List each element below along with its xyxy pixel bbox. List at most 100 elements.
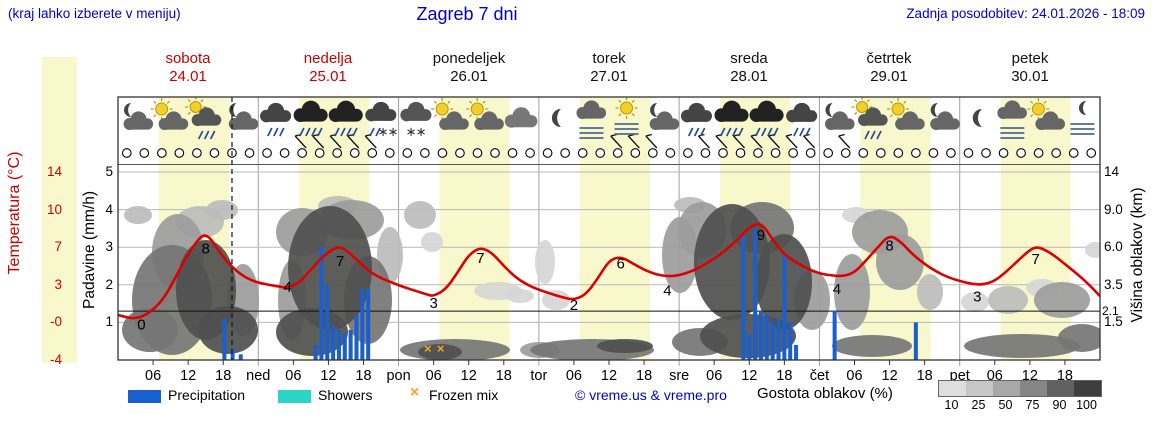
- density-scale-tick: 100: [1076, 398, 1097, 412]
- day-name: petek: [1011, 50, 1049, 67]
- axis-tick-label: 6.0: [1104, 239, 1123, 255]
- axis-tick-label: 4: [105, 201, 113, 217]
- moon-cloud-icon: [824, 103, 855, 130]
- day-abbrev-label: pon: [386, 368, 410, 384]
- day-date: 29.01: [870, 68, 908, 85]
- sun-cloud-icon: [150, 98, 189, 130]
- axis-tick-label: 2.1: [1102, 304, 1119, 319]
- day-name: ponedeljek: [432, 50, 506, 67]
- svg-text:8: 8: [202, 241, 210, 258]
- axis-tick-label: 14: [46, 164, 62, 179]
- moon-icon: [551, 109, 561, 127]
- axis-tick-label: 5: [105, 164, 113, 179]
- day-name: četrtek: [866, 50, 912, 67]
- svg-text:∗: ∗: [388, 125, 399, 140]
- time-tick-label: 18: [776, 368, 792, 384]
- svg-text:4: 4: [283, 279, 291, 296]
- svg-text:4: 4: [833, 281, 841, 298]
- day-name: torek: [592, 50, 626, 67]
- day-date: 30.01: [1011, 68, 1049, 85]
- precipitation-bars: [222, 228, 918, 360]
- time-tick-label: 12: [741, 368, 757, 384]
- density-scale-cell: [993, 381, 1020, 396]
- density-scale-tick: 90: [1052, 398, 1067, 412]
- axis-tick-label: 14: [1104, 164, 1120, 179]
- moon-fog-icon: [1070, 101, 1095, 135]
- temp-axis-strip: [42, 57, 77, 363]
- time-tick-label: 06: [426, 368, 442, 384]
- day-date: 25.01: [309, 68, 347, 85]
- cloud-snow-icon: ∗ ∗: [400, 101, 432, 140]
- axis-tick-label: -0: [49, 314, 62, 330]
- time-tick-label: 18: [215, 368, 231, 384]
- svg-text:∗: ∗: [416, 125, 427, 140]
- cloud-icon: [504, 107, 538, 128]
- svg-text:3: 3: [973, 288, 981, 305]
- heavy-rain-icon: [293, 100, 328, 137]
- heavy-rain-icon: [749, 100, 784, 137]
- frozen-mix-markers: × ×: [424, 341, 445, 356]
- heavy-rain-icon: [328, 100, 363, 137]
- svg-text:∗: ∗: [378, 125, 389, 140]
- day-date: 27.01: [590, 68, 628, 85]
- copyright: © vreme.us & vreme.pro: [575, 387, 727, 403]
- temperature-labels: 0 8 4 7 3 7 2 6 4 9 4 8 3 7: [137, 227, 1040, 333]
- svg-text:6: 6: [617, 256, 625, 273]
- axis-tick-label: 3: [54, 276, 62, 292]
- moon-cloud-icon: [123, 103, 154, 130]
- cloud-density-scale: [938, 380, 1102, 397]
- time-tick-label: 18: [355, 368, 371, 384]
- heavy-rain-icon: [714, 100, 749, 137]
- axis-tick-label: 2: [105, 276, 113, 292]
- axis-tick-label: -4: [49, 352, 62, 367]
- last-update: Zadnja posodobitev: 24.01.2026 - 18:09: [906, 6, 1145, 21]
- precipitation-legend-label: Precipitation: [168, 387, 246, 403]
- axis-tick-label: 3.5: [1104, 276, 1123, 292]
- sun-cloud-icon: [887, 98, 925, 130]
- moon-cloud-icon: [228, 103, 259, 130]
- rain-icon: [786, 102, 818, 137]
- cloud-fog-icon: [576, 100, 607, 139]
- day-abbrev-label: tor: [530, 368, 547, 384]
- frozen-mix-legend-label: Frozen mix: [429, 387, 499, 403]
- density-scale-cell: [966, 381, 993, 396]
- sun-cloud-rain-icon: [851, 96, 888, 140]
- axis-tick-label: 1: [105, 314, 113, 330]
- density-scale-tick: 50: [998, 398, 1013, 412]
- rain-icon: [680, 102, 713, 137]
- time-tick-label: 06: [285, 368, 301, 384]
- day-date: 24.01: [169, 68, 207, 85]
- time-tick-label: 06: [846, 368, 862, 384]
- plot-border: [117, 96, 1101, 361]
- time-tick-label: 18: [636, 368, 652, 384]
- svg-text:4: 4: [663, 282, 671, 299]
- density-scale-cell: [1074, 381, 1101, 396]
- svg-text:7: 7: [336, 253, 344, 270]
- time-tick-label: 18: [917, 368, 933, 384]
- moon-cloud-icon: [649, 103, 680, 130]
- svg-text:∗: ∗: [406, 125, 417, 140]
- precipitation-legend-swatch: [128, 390, 161, 403]
- day-abbrev-label: ned: [246, 368, 270, 384]
- wind-row: [121, 133, 1097, 158]
- sun-cloud-icon: [466, 98, 504, 130]
- day-name: sobota: [165, 50, 211, 67]
- density-scale-tick: 75: [1025, 398, 1040, 412]
- axis-tick-label: 1.5: [1104, 314, 1123, 330]
- menu-hint: (kraj lahko izberete v meniju): [8, 6, 181, 21]
- time-tick-label: 06: [706, 368, 722, 384]
- svg-text:7: 7: [476, 250, 484, 267]
- sun-cloud-icon: [1027, 98, 1065, 130]
- svg-text:×: ×: [437, 341, 445, 356]
- svg-text:3: 3: [429, 295, 437, 312]
- day-name: nedelja: [303, 50, 353, 67]
- day-date: 26.01: [450, 68, 488, 85]
- cloud-fog-icon: [997, 100, 1027, 139]
- axis-tick-label: 3: [105, 239, 113, 255]
- weather-icons-row: ∗ ∗ ∗ ∗: [123, 96, 1095, 140]
- sun-cloud-rain-icon: [185, 96, 222, 140]
- time-tick-label: 06: [566, 368, 582, 384]
- svg-text:2: 2: [570, 297, 578, 314]
